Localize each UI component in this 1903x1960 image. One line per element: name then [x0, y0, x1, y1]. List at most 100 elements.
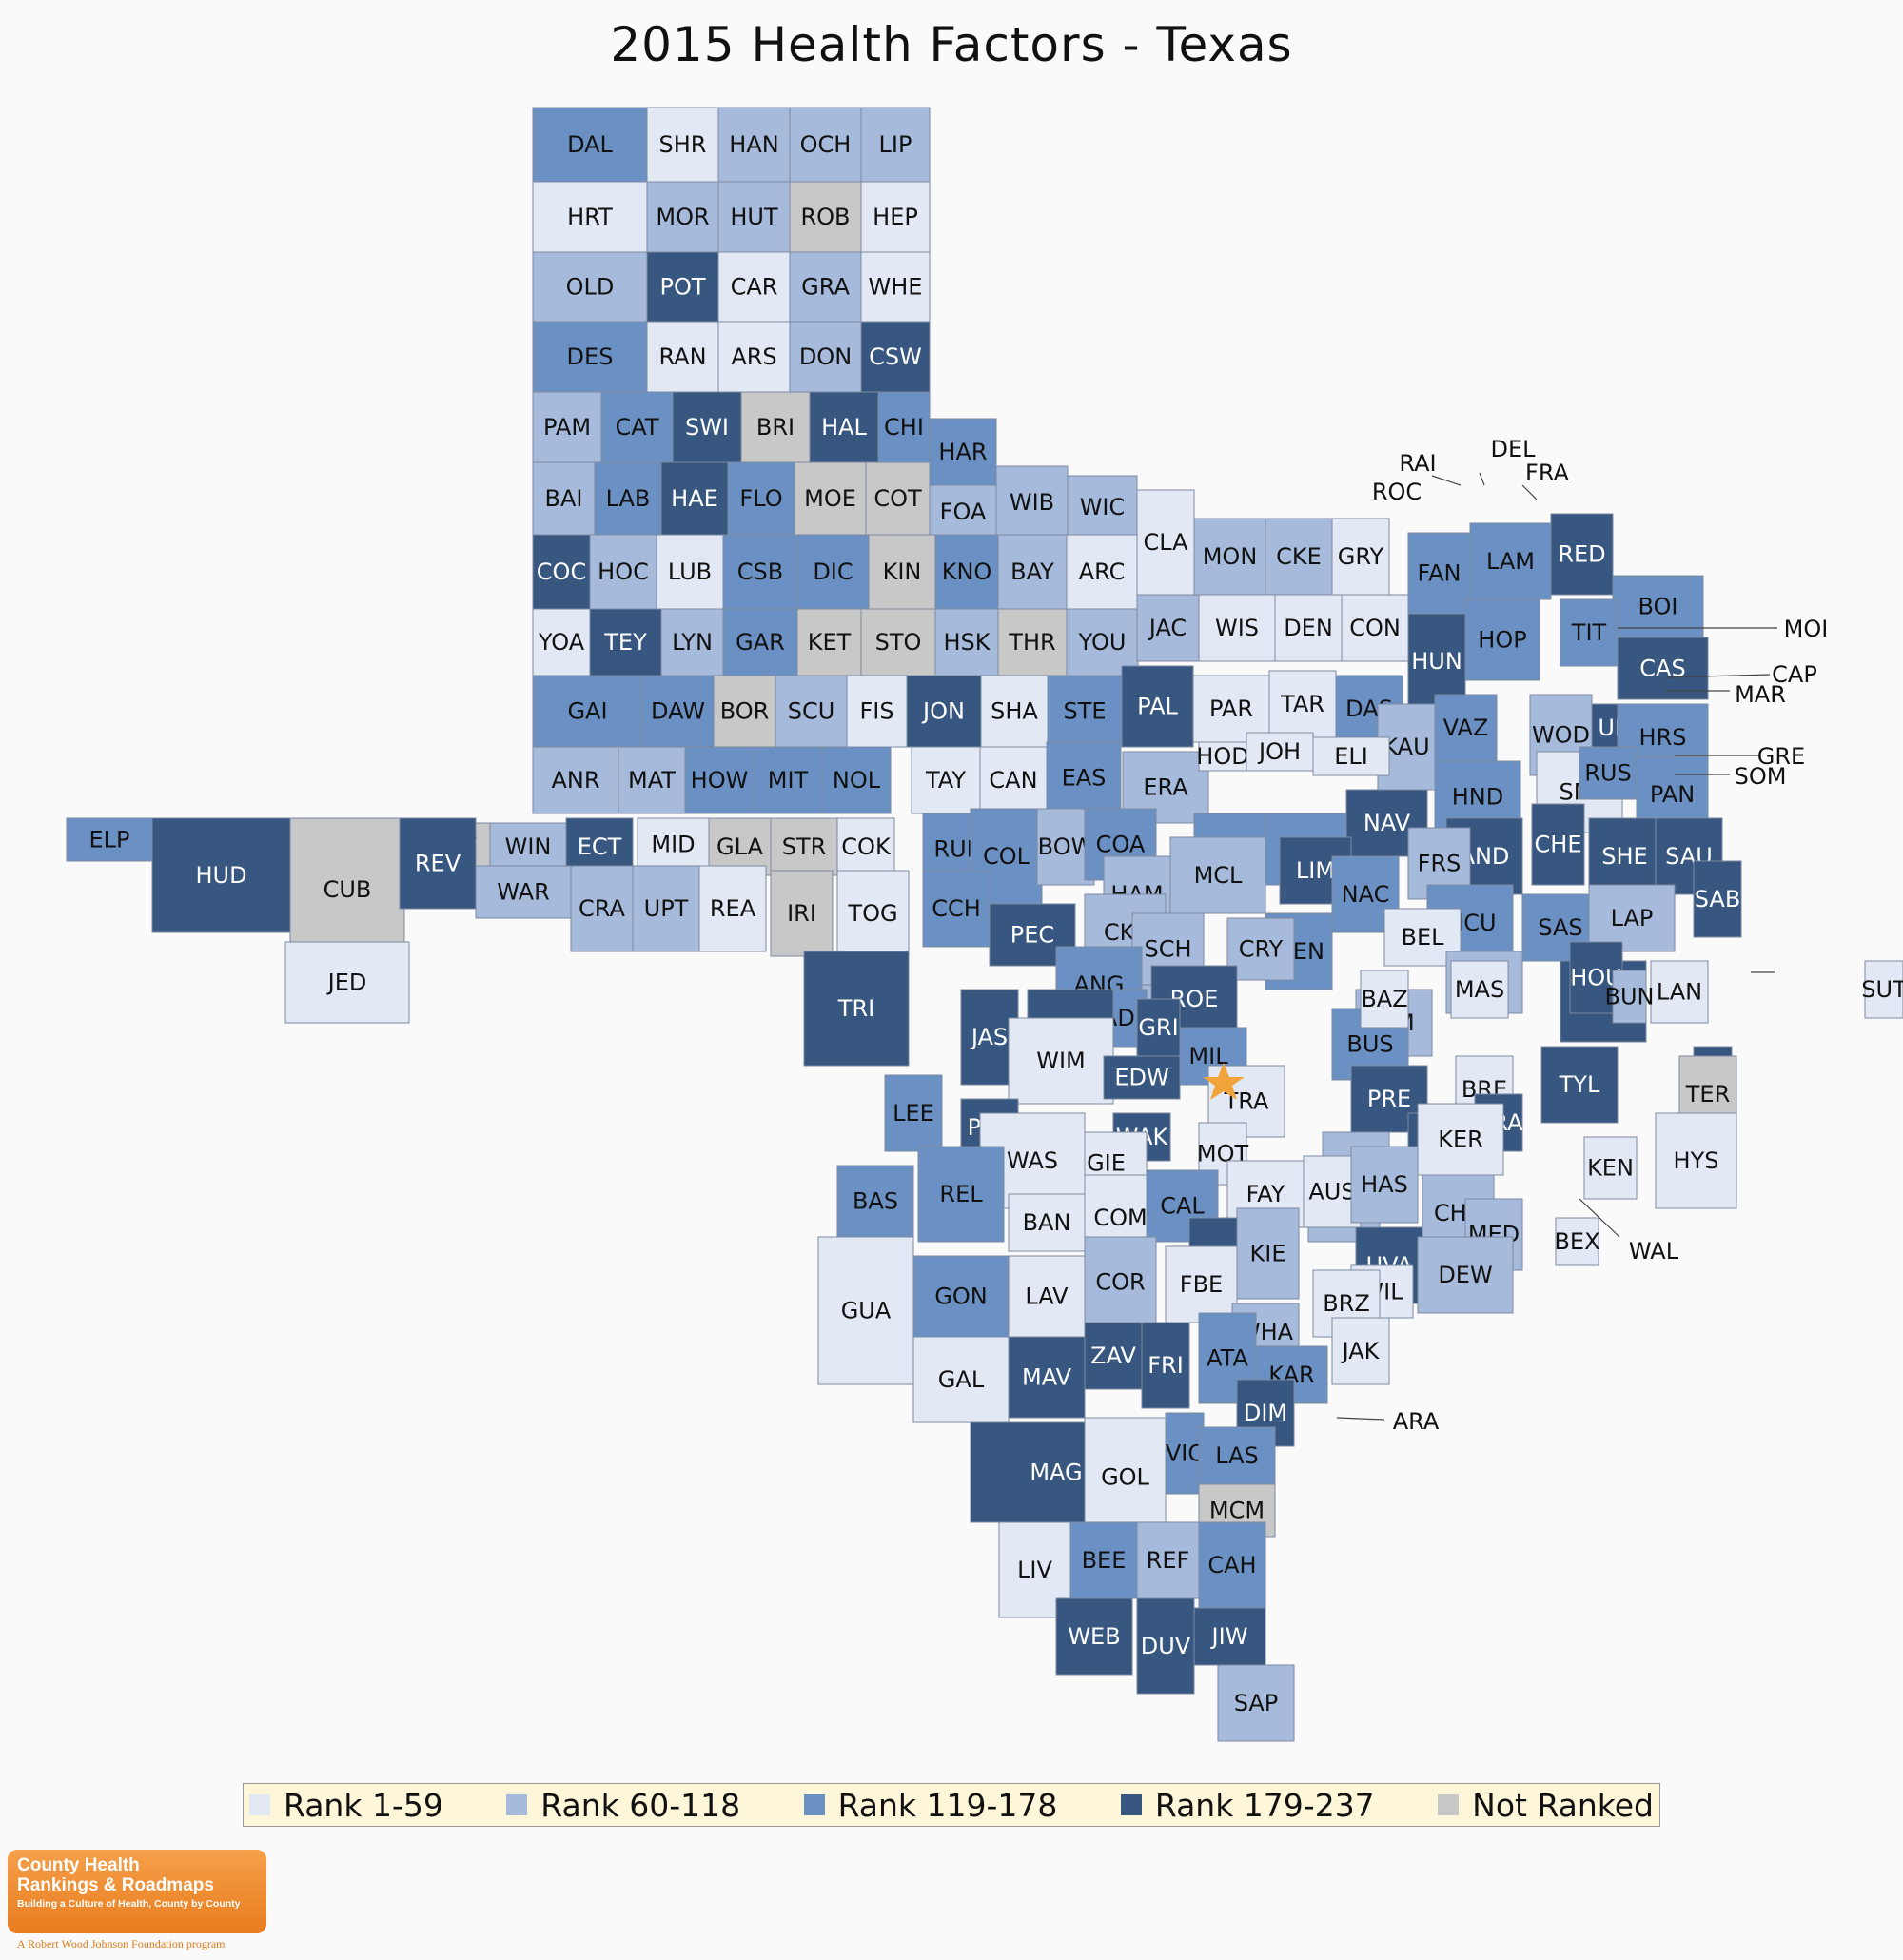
county-mid[interactable]: MID [637, 817, 710, 872]
county-mav[interactable]: MAV [1008, 1336, 1086, 1419]
county-flo[interactable]: FLO [727, 461, 795, 536]
county-shape[interactable] [646, 107, 719, 183]
county-shape[interactable] [789, 251, 862, 323]
county-moe[interactable]: MOE [794, 461, 867, 536]
county-shape[interactable] [722, 534, 798, 610]
county-gon[interactable]: GON [912, 1255, 1010, 1338]
county-kie[interactable]: KIE [1236, 1207, 1300, 1300]
county-rel[interactable]: REL [917, 1146, 1005, 1243]
county-shape[interactable] [1055, 1597, 1133, 1676]
county-you[interactable]: YOU [1066, 608, 1139, 676]
county-shape[interactable] [1341, 594, 1409, 662]
county-lub[interactable]: LUB [656, 534, 724, 610]
county-shape[interactable] [1617, 637, 1709, 700]
county-shape[interactable] [600, 391, 674, 463]
county-shape[interactable] [860, 321, 931, 393]
county-shape[interactable] [1226, 917, 1295, 981]
county-shape[interactable] [399, 817, 477, 910]
county-gry[interactable]: GRY [1331, 518, 1390, 596]
county-rea[interactable]: REA [698, 865, 767, 952]
county-shape[interactable] [821, 746, 892, 814]
county-mon[interactable]: MON [1193, 518, 1266, 596]
county-hop[interactable]: HOP [1464, 598, 1540, 681]
county-fis[interactable]: FIS [846, 675, 908, 748]
county-upt[interactable]: UPT [632, 865, 700, 952]
county-chi[interactable]: CHI [877, 391, 931, 463]
county-shape[interactable] [1312, 736, 1390, 776]
county-shape[interactable] [532, 181, 648, 253]
county-shape[interactable] [1612, 970, 1647, 1024]
county-ket[interactable]: KET [796, 608, 862, 676]
county-hys[interactable]: HYS [1655, 1112, 1737, 1209]
county-shape[interactable] [698, 865, 767, 952]
county-elp[interactable]: ELP [66, 817, 153, 862]
county-gol[interactable]: GOL [1084, 1417, 1167, 1538]
county-sab[interactable]: SAB [1693, 860, 1742, 938]
county-bri[interactable]: BRI [740, 391, 811, 463]
county-shape[interactable] [884, 1074, 943, 1152]
county-mit[interactable]: MIT [753, 746, 823, 814]
county-shape[interactable] [789, 107, 862, 183]
county-cot[interactable]: COT [865, 461, 931, 536]
county-mat[interactable]: MAT [618, 746, 686, 814]
county-sut[interactable]: SUT [1861, 960, 1903, 1019]
county-arc[interactable]: ARC [1066, 534, 1138, 610]
county-boi[interactable]: BOI [1612, 575, 1704, 638]
county-shape[interactable] [1198, 741, 1247, 772]
county-shape[interactable] [1136, 998, 1181, 1057]
county-bas[interactable]: BAS [836, 1165, 914, 1238]
county-joh[interactable]: JOH [1246, 732, 1314, 772]
county-shape[interactable] [1588, 817, 1661, 895]
county-has[interactable]: HAS [1350, 1146, 1419, 1224]
county-han[interactable]: HAN [717, 107, 791, 183]
county-jak[interactable]: JAK [1331, 1317, 1390, 1385]
county-shape[interactable] [570, 865, 634, 952]
county-shape[interactable] [1198, 1426, 1276, 1485]
county-shape[interactable] [912, 1336, 1010, 1423]
county-shape[interactable] [589, 608, 662, 676]
county-shape[interactable] [532, 534, 591, 610]
county-shape[interactable] [656, 534, 724, 610]
county-lip[interactable]: LIP [860, 107, 931, 183]
county-sha[interactable]: SHA [980, 675, 1049, 748]
county-nav[interactable]: NAV [1345, 789, 1428, 857]
county-eli[interactable]: ELI [1312, 736, 1390, 776]
county-shape[interactable] [846, 675, 908, 748]
county-shape[interactable] [1588, 884, 1676, 952]
county-che[interactable]: CHE [1531, 803, 1585, 886]
county-jed[interactable]: JED [284, 941, 410, 1024]
county-how[interactable]: HOW [684, 746, 755, 814]
county-shape[interactable] [911, 746, 981, 814]
county-shape[interactable] [684, 746, 755, 814]
county-shape[interactable] [1650, 960, 1709, 1024]
county-lav[interactable]: LAV [1008, 1255, 1086, 1338]
county-wic[interactable]: WIC [1067, 475, 1138, 539]
county-shape[interactable] [532, 608, 591, 676]
county-edw[interactable]: EDW [1103, 1055, 1181, 1100]
county-las[interactable]: LAS [1198, 1426, 1276, 1485]
county-shape[interactable] [1121, 665, 1194, 748]
county-shape[interactable] [1655, 1112, 1737, 1209]
county-lyn[interactable]: LYN [660, 608, 724, 676]
county-mcl[interactable]: MCL [1169, 836, 1266, 914]
county-rob[interactable]: ROB [789, 181, 862, 253]
county-tit[interactable]: TIT [1560, 598, 1619, 667]
county-pot[interactable]: POT [646, 251, 719, 323]
county-gar[interactable]: GAR [722, 608, 798, 676]
county-csw[interactable]: CSW [860, 321, 931, 393]
county-shape[interactable] [641, 675, 715, 748]
county-tay[interactable]: TAY [911, 746, 981, 814]
county-shape[interactable] [1540, 1046, 1619, 1124]
county-shape[interactable] [796, 608, 862, 676]
county-shape[interactable] [1550, 513, 1614, 596]
county-shape[interactable] [1066, 608, 1139, 676]
county-hrt[interactable]: HRT [532, 181, 648, 253]
county-shape[interactable] [1268, 670, 1337, 738]
county-shape[interactable] [860, 181, 931, 253]
county-scu[interactable]: SCU [775, 675, 848, 748]
county-col[interactable]: COL [970, 808, 1043, 905]
county-lam[interactable]: LAM [1469, 522, 1552, 600]
county-dal[interactable]: DAL [532, 107, 648, 183]
county-shape[interactable] [532, 461, 596, 536]
county-shape[interactable] [1350, 1146, 1419, 1224]
